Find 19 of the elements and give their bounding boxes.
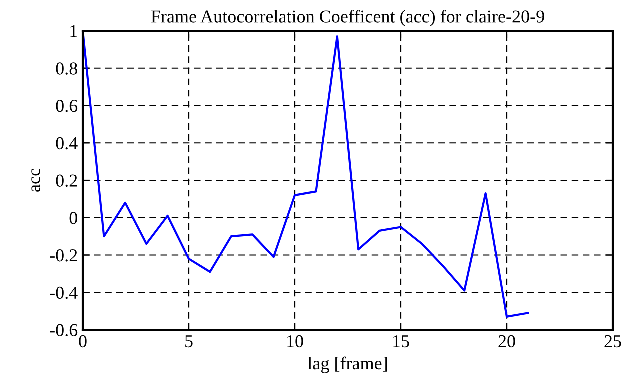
y-tick-label: 0.4 xyxy=(56,137,78,150)
x-axis-title: lag [frame] xyxy=(308,356,388,374)
x-tick-label: 25 xyxy=(604,335,622,348)
x-tick-label: 20 xyxy=(498,335,516,348)
y-tick-label: -0.4 xyxy=(50,286,78,300)
line-series xyxy=(83,31,530,318)
y-tick-label: 0.6 xyxy=(56,100,78,112)
y-tick-label: -0.6 xyxy=(50,324,78,337)
x-tick-label: 10 xyxy=(288,335,304,348)
x-tick-label: 15 xyxy=(394,335,410,348)
chart-title: Frame Autocorrelation Coefficent (acc) for claire-20-9 xyxy=(151,10,544,27)
y-tick-label: 0.8 xyxy=(56,62,78,75)
y-tick-label: 1 xyxy=(70,25,78,38)
y-tick-label: 0.2 xyxy=(56,174,78,188)
y-tick-label: -0.2 xyxy=(50,250,78,262)
x-tick-label: 5 xyxy=(186,336,193,348)
y-axis-title: acc xyxy=(32,169,40,192)
y-tick-label: 0 xyxy=(70,212,78,224)
x-tick-label: 0 xyxy=(79,335,87,348)
